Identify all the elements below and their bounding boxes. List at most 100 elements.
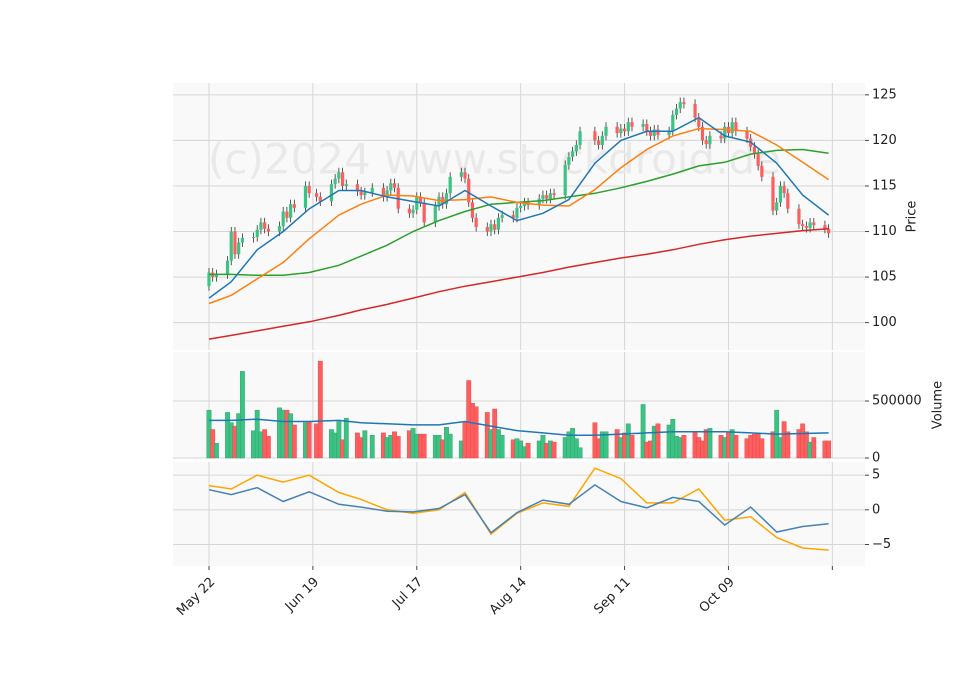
candle-body — [693, 103, 697, 118]
candle-body — [266, 228, 270, 232]
candle-body — [801, 224, 805, 227]
candle-body — [318, 196, 322, 202]
candle-body — [786, 193, 790, 209]
candle-body — [552, 193, 556, 196]
volume-bar — [551, 441, 557, 459]
candle-body — [467, 178, 471, 203]
candle-body — [778, 185, 783, 203]
x-tick-label: Jul 17 — [389, 575, 426, 612]
y-tick-label: 120 — [872, 133, 897, 148]
candle-body — [329, 184, 334, 202]
candle-body — [415, 196, 419, 210]
candle-body — [567, 156, 571, 166]
candle-body — [289, 204, 293, 218]
candle-body — [370, 187, 374, 193]
volume-bar — [343, 417, 349, 459]
candle-body — [519, 206, 523, 208]
candle-body — [337, 172, 341, 179]
candle-body — [734, 122, 738, 132]
candle-body — [381, 187, 385, 197]
candle-body — [808, 222, 812, 228]
volume-bar — [395, 436, 401, 459]
y-tick-label: 5 — [872, 468, 880, 483]
candle-body — [541, 195, 545, 199]
candle-body — [355, 184, 360, 192]
candle-body — [645, 124, 649, 132]
candle-body — [804, 226, 808, 228]
candle-body — [448, 176, 452, 194]
candle-body — [708, 135, 712, 145]
y-axis-label: Price — [905, 201, 920, 233]
candle-body — [422, 202, 426, 223]
candle-body — [285, 211, 289, 218]
candle-body — [292, 204, 296, 208]
y-tick-label: 0 — [872, 502, 880, 517]
volume-bar — [239, 371, 245, 459]
volume-bar — [629, 435, 635, 459]
candle-body — [578, 131, 582, 145]
candle-body — [363, 192, 367, 196]
candle-body — [333, 178, 337, 185]
candle-body — [545, 195, 549, 199]
x-tick-label: Sep 11 — [591, 575, 634, 618]
line — [208, 228, 829, 340]
candle-body — [433, 206, 437, 223]
candle-body — [723, 126, 727, 139]
candle-body — [359, 191, 363, 196]
candle-body — [251, 237, 256, 238]
candle-body — [207, 272, 211, 287]
candle-body — [752, 146, 757, 155]
candle-body — [407, 208, 411, 214]
candle-body — [263, 222, 267, 229]
candle-body — [496, 217, 501, 230]
volume-bar — [655, 423, 661, 459]
y-tick-label: 100 — [872, 315, 897, 330]
volume-bar — [369, 435, 375, 459]
y-tick-label: 500000 — [872, 394, 922, 409]
volume-bar — [759, 438, 765, 459]
candle-body — [255, 229, 259, 238]
candle-body — [652, 129, 656, 136]
candle-body — [571, 151, 575, 157]
candle-body — [537, 198, 541, 206]
y-tick-label: 105 — [872, 270, 897, 285]
y-tick-label: 0 — [872, 451, 880, 466]
candle-body — [459, 172, 463, 177]
candle-body — [827, 228, 831, 234]
candle-body — [704, 140, 708, 145]
volume-bar — [826, 440, 832, 459]
candle-body — [775, 202, 779, 211]
volume-bar — [317, 360, 323, 459]
candle-body — [303, 185, 308, 208]
candle-body — [730, 122, 734, 134]
volume-bar — [707, 428, 713, 459]
candle-body — [500, 215, 504, 218]
candle-body — [411, 209, 415, 214]
candle-body — [700, 126, 705, 141]
candle-body — [630, 122, 634, 127]
candle-body — [385, 190, 389, 197]
candle-body — [214, 274, 219, 278]
candle-body — [615, 126, 619, 134]
x-tick-label: May 22 — [174, 575, 218, 619]
volume-bar — [577, 447, 583, 459]
candle-body — [522, 202, 526, 207]
candle-body — [548, 193, 552, 199]
candle-body — [797, 208, 801, 225]
candle-body — [622, 128, 627, 132]
candle-body — [682, 102, 686, 104]
candle-body — [671, 114, 675, 132]
candle-body — [437, 196, 441, 207]
candle-body — [474, 217, 478, 227]
y-tick-label: 125 — [872, 87, 897, 102]
candle-body — [444, 193, 449, 205]
watermark: (c)2024 www.stockdroid.de — [208, 135, 781, 184]
candle-body — [812, 222, 816, 226]
candle-body — [392, 183, 397, 188]
volume-bar — [499, 435, 505, 459]
candle-body — [782, 185, 786, 194]
x-tick-label: Aug 14 — [487, 575, 530, 618]
line — [208, 483, 829, 534]
candle-body — [574, 144, 578, 152]
